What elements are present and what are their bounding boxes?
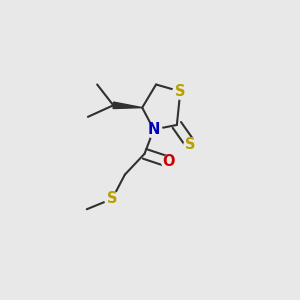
- Text: S: S: [185, 137, 196, 152]
- Polygon shape: [113, 102, 142, 109]
- Text: O: O: [163, 154, 175, 169]
- Text: S: S: [107, 191, 117, 206]
- Text: S: S: [175, 84, 186, 99]
- Text: N: N: [148, 122, 160, 137]
